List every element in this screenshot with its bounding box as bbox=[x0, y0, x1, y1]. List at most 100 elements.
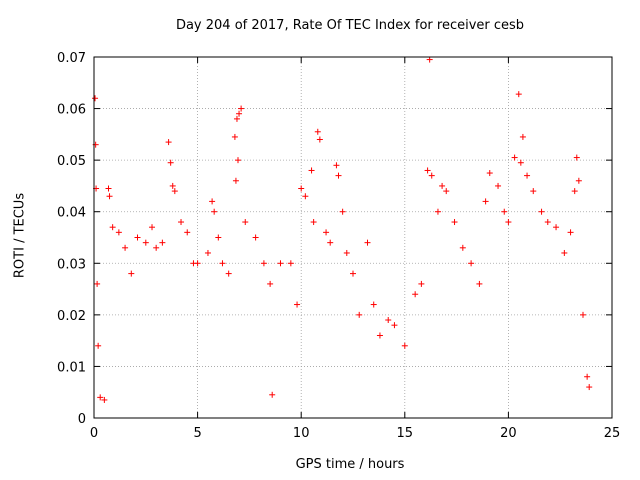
data-point bbox=[94, 280, 101, 287]
data-point bbox=[298, 185, 305, 192]
data-point bbox=[553, 224, 560, 231]
data-point bbox=[333, 162, 340, 169]
tick-labels: 0 5 10 15 20 25 0 0.01 0.02 0.03 0.04 0.05 0.06 0.07 bbox=[57, 51, 620, 441]
data-point bbox=[544, 219, 551, 226]
data-point bbox=[501, 208, 508, 215]
data-point bbox=[376, 332, 383, 339]
data-point bbox=[101, 396, 108, 403]
data-point bbox=[434, 208, 441, 215]
data-point bbox=[211, 208, 218, 215]
data-point bbox=[385, 317, 392, 324]
data-point bbox=[486, 170, 493, 177]
data-point bbox=[171, 188, 178, 195]
x-tick-label: 5 bbox=[193, 426, 201, 441]
x-tick-label: 0 bbox=[90, 426, 98, 441]
y-tick-label: 0.05 bbox=[57, 154, 86, 169]
data-point bbox=[219, 260, 226, 267]
data-point bbox=[391, 322, 398, 329]
data-point bbox=[530, 188, 537, 195]
data-point bbox=[350, 270, 356, 277]
data-point bbox=[149, 224, 156, 231]
data-point bbox=[586, 384, 593, 391]
data-point bbox=[194, 260, 201, 267]
data-point bbox=[459, 244, 466, 251]
data-point bbox=[339, 208, 346, 215]
data-point bbox=[95, 342, 102, 349]
data-point bbox=[519, 133, 526, 140]
data-point bbox=[128, 270, 135, 277]
data-point bbox=[495, 182, 502, 189]
axes bbox=[93, 56, 613, 419]
data-point bbox=[215, 234, 222, 241]
y-axis-label: ROTI / TECUs bbox=[12, 192, 28, 279]
data-point bbox=[356, 311, 363, 318]
x-tick-label: 25 bbox=[604, 426, 621, 441]
x-axis-label: GPS time / hours bbox=[295, 457, 405, 472]
data-point bbox=[428, 172, 435, 179]
data-point bbox=[567, 229, 574, 236]
y-tick-label: 0.04 bbox=[57, 206, 86, 221]
data-point bbox=[106, 193, 113, 200]
data-point bbox=[561, 249, 568, 256]
data-point bbox=[302, 193, 309, 200]
data-point bbox=[343, 249, 350, 256]
data-point bbox=[277, 260, 284, 267]
data-point bbox=[335, 172, 342, 179]
data-point bbox=[364, 239, 371, 246]
y-tick-label: 0.02 bbox=[57, 309, 86, 324]
data-point bbox=[443, 188, 450, 195]
data-point bbox=[115, 229, 122, 236]
data-point bbox=[231, 133, 238, 140]
data-point bbox=[426, 56, 433, 63]
plot-frame bbox=[93, 56, 613, 419]
data-point bbox=[575, 177, 582, 184]
data-point bbox=[370, 301, 377, 308]
data-point bbox=[97, 394, 104, 401]
data-point bbox=[314, 128, 321, 135]
data-point bbox=[178, 219, 185, 226]
data-point bbox=[538, 208, 545, 215]
data-point bbox=[482, 198, 489, 205]
data-point bbox=[169, 182, 176, 189]
data-point bbox=[235, 157, 242, 164]
data-point bbox=[579, 311, 586, 318]
data-point bbox=[424, 167, 431, 174]
y-tick-label: 0.06 bbox=[57, 103, 86, 118]
data-point bbox=[327, 239, 334, 246]
data-point bbox=[159, 239, 166, 246]
data-point bbox=[476, 280, 483, 287]
x-tick-label: 15 bbox=[397, 426, 414, 441]
data-point bbox=[105, 185, 112, 192]
data-point bbox=[584, 373, 591, 380]
data-point bbox=[134, 234, 141, 241]
x-tick-label: 20 bbox=[500, 426, 517, 441]
data-point bbox=[260, 260, 267, 267]
data-point bbox=[238, 105, 245, 112]
data-point bbox=[269, 391, 276, 398]
data-point bbox=[167, 159, 174, 166]
data-point bbox=[418, 280, 425, 287]
y-tick-label: 0.07 bbox=[57, 51, 86, 66]
data-point bbox=[451, 219, 458, 226]
data-point bbox=[515, 91, 522, 98]
x-tick-label: 10 bbox=[293, 426, 310, 441]
data-point bbox=[142, 239, 149, 246]
data-point bbox=[439, 182, 446, 189]
y-tick-label: 0 bbox=[78, 412, 86, 427]
data-point bbox=[316, 136, 323, 143]
data-point bbox=[225, 270, 232, 277]
data-point bbox=[209, 198, 216, 205]
data-point bbox=[232, 177, 239, 184]
data-point bbox=[573, 154, 580, 161]
data-point bbox=[505, 219, 512, 226]
data-point bbox=[294, 301, 301, 308]
data-point bbox=[184, 229, 191, 236]
chart-title: Day 204 of 2017, Rate Of TEC Index for r… bbox=[175, 18, 525, 33]
data-points bbox=[92, 56, 593, 403]
y-tick-label: 0.03 bbox=[57, 257, 86, 272]
data-point bbox=[92, 95, 99, 102]
data-point bbox=[122, 244, 129, 251]
data-point bbox=[287, 260, 294, 267]
data-point bbox=[252, 234, 259, 241]
